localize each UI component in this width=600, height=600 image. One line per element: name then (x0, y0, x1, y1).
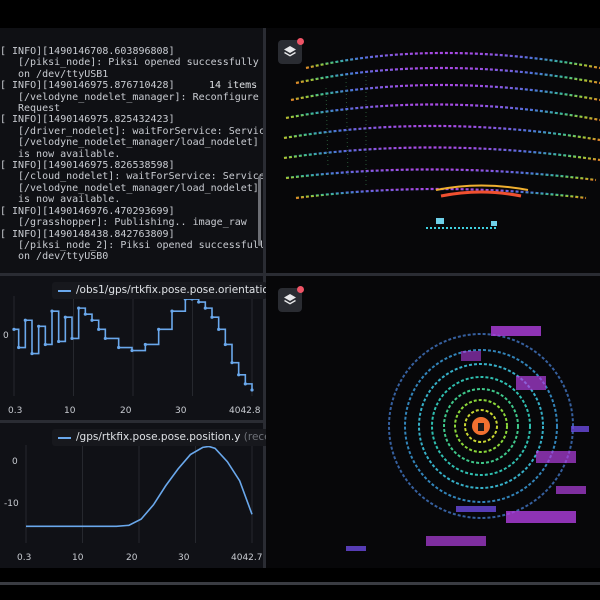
data-point (250, 388, 254, 392)
data-point (217, 327, 221, 331)
log-line: Request (18, 103, 61, 115)
log-line: [/piksi_node]: Piksi opened successfully (18, 57, 259, 69)
log-line: [ INFO][1490146708.603896808] (0, 46, 175, 57)
y-tick-label: -10 (4, 499, 19, 509)
data-point (30, 351, 34, 356)
data-point (23, 318, 27, 322)
log-line: [/velodyne_nodelet_manager]: Reconfigure (18, 91, 259, 103)
3d-view-perspective[interactable] (266, 28, 600, 273)
items-count: 14 items (209, 80, 258, 91)
x-tick-label: 20 (120, 406, 132, 416)
log-line: [/velodyne_nodelet_manager/load_nodelet] (18, 137, 259, 149)
data-point (17, 345, 21, 350)
log-scrollbar[interactable] (258, 176, 261, 246)
position-y-plot[interactable]: /gps/rtkfix.pose.pose.position.y (receiv… (0, 423, 277, 568)
data-point (143, 342, 147, 347)
orientation-plot-canvas (12, 296, 254, 396)
data-point (77, 306, 81, 310)
log-line: on /dev/ttyUSB0 (18, 251, 109, 263)
x-tick-label: 10 (64, 406, 76, 416)
bottom-scrollbar[interactable] (0, 582, 600, 585)
data-point (237, 373, 241, 377)
log-line: [/grasshopper]: Publishing.. image_raw (18, 217, 247, 229)
log-line: [/driver_nodelet]: waitForService: Servi… (18, 125, 263, 137)
data-point (223, 342, 227, 347)
data-point (50, 309, 54, 313)
pointcloud-perspective (283, 51, 600, 229)
x-tick-label: 10 (72, 553, 84, 563)
log-list: [ INFO][1490146708.603896808] [/piksi_nod… (0, 46, 263, 263)
log-line: on /dev/ttyUSB1 (18, 68, 109, 80)
data-point (63, 315, 67, 319)
log-line: [ INFO][1490146975.825432423] (0, 114, 175, 126)
x-tick-label: 30 (178, 553, 190, 563)
pointcloud-topdown (346, 326, 589, 551)
plot-legend[interactable]: /gps/rtkfix.pose.pose.position.y (receiv (52, 429, 277, 446)
data-point (117, 345, 121, 350)
log-line: [ INFO][1490148438.842763809] (0, 228, 175, 240)
x-tick-label: 0.3 (8, 406, 23, 416)
data-point (83, 312, 87, 316)
data-point (157, 327, 161, 331)
data-point (197, 300, 201, 304)
orientation-plot[interactable]: /obs1/gps/rtkfix.pose.pose.orientation (… (0, 276, 267, 420)
notification-dot (297, 286, 304, 293)
y-tick-label: 0 (3, 331, 9, 341)
log-line: is now available. (18, 148, 121, 160)
x-tick-label: 20 (126, 553, 138, 563)
series-line (26, 445, 253, 528)
data-point (12, 327, 16, 331)
3d-view-topdown[interactable] (266, 276, 600, 568)
x-tick-label: 0.3 (17, 553, 32, 563)
data-point (37, 324, 41, 328)
data-point (243, 382, 247, 386)
log-line: [ INFO][1490146975.876710428] (0, 80, 175, 92)
legend-label: /gps/rtkfix.pose.pose.position.y (76, 431, 241, 443)
notification-dot (297, 38, 304, 45)
log-line: is now available. (18, 194, 121, 206)
app-frame: [ INFO][1490146708.603896808] [/piksi_nod… (0, 28, 600, 568)
horizontal-divider[interactable] (0, 420, 263, 423)
data-point (203, 306, 207, 310)
data-point (97, 327, 101, 331)
rosout-log-panel[interactable]: [ INFO][1490146708.603896808] [/piksi_nod… (0, 28, 263, 273)
position-y-plot-canvas (25, 445, 253, 543)
plot-legend[interactable]: /obs1/gps/rtkfix.pose.pose.orientation (… (52, 282, 267, 299)
horizontal-divider[interactable] (0, 273, 263, 276)
x-tick-label: 4042.7 (231, 553, 263, 563)
horizontal-divider[interactable] (266, 273, 600, 276)
data-point (57, 339, 61, 344)
legend-swatch (58, 437, 71, 439)
log-line: [/piksi_node_2]: Piksi opened successful… (18, 239, 263, 251)
data-point (210, 315, 214, 319)
y-tick-label: 0 (12, 457, 18, 467)
x-tick-label: 4042.8 (229, 406, 261, 416)
log-line: [/velodyne_nodelet_manager/load_nodelet] (18, 182, 259, 194)
legend-label: /obs1/gps/rtkfix.pose.pose.orientation (76, 284, 267, 296)
data-point (230, 361, 234, 365)
log-line: [ INFO][1490146975.826538598] (0, 160, 175, 172)
x-tick-label: 30 (175, 406, 187, 416)
data-point (43, 342, 47, 347)
data-point (130, 348, 134, 353)
layers-icon (284, 294, 296, 305)
data-point (170, 309, 174, 313)
data-point (103, 336, 107, 341)
log-line: [/cloud_nodelet]: waitForService: Servic… (18, 171, 263, 183)
log-line: [ INFO][1490146976.470293699] (0, 205, 175, 217)
legend-swatch (58, 290, 71, 292)
data-point (70, 336, 74, 341)
layers-icon (284, 46, 296, 57)
data-point (90, 318, 94, 322)
